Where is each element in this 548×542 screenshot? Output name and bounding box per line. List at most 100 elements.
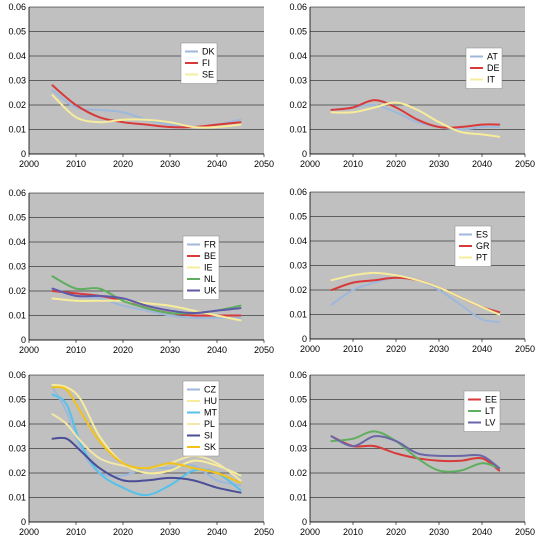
y-tick-label: 0 [302,517,307,527]
y-tick-label: 0.03 [8,444,26,454]
x-tick-label: 2000 [19,527,39,537]
y-tick-label: 0 [302,149,307,159]
y-tick-label: 0.06 [289,370,307,380]
y-tick-label: 0 [21,149,26,159]
y-tick-label: 0.05 [8,27,26,37]
legend-label-it: IT [487,75,496,85]
legend-label-dk: DK [202,47,215,57]
y-tick-label: 0.05 [289,212,307,222]
legend-label-lv: LV [485,418,495,428]
x-tick-label: 2010 [343,159,363,169]
x-tick-label: 2050 [254,159,274,169]
x-tick-label: 2020 [386,527,406,537]
legend [182,380,220,457]
x-tick-label: 2010 [66,159,86,169]
y-tick-label: 0.01 [289,310,307,320]
legend [182,235,220,300]
x-tick-label: 2010 [66,527,86,537]
x-tick-label: 2050 [515,159,535,169]
y-tick-label: 0.02 [8,100,26,110]
x-tick-label: 2000 [300,344,320,354]
y-tick-label: 0.04 [8,237,26,247]
x-tick-label: 2040 [472,159,492,169]
x-tick-label: 2050 [515,344,535,354]
series-line-uk [51,287,242,315]
y-tick-label: 0.04 [289,419,307,429]
y-tick-label: 0.05 [289,27,307,37]
x-tick-label: 2040 [207,345,227,355]
legend-label-nl: NL [204,274,216,284]
series-line-se [51,94,242,129]
y-tick-label: 0.02 [8,286,26,296]
x-tick-label: 2030 [429,527,449,537]
y-tick-label: 0.04 [8,51,26,61]
legend-label-uk: UK [204,286,217,296]
y-tick-label: 0.01 [289,493,307,503]
legend-label-be: BE [204,251,216,261]
y-tick-label: 0.03 [289,76,307,86]
legend-label-hu: HU [204,396,217,406]
y-tick-label: 0 [21,335,26,345]
y-tick-label: 0.03 [289,444,307,454]
y-tick-label: 0.01 [289,125,307,135]
legend-label-se: SE [202,70,214,80]
legend-label-es: ES [476,230,488,240]
legend-label-ee: EE [485,395,497,405]
chart-panel-2: 0 0.01 0.02 0.03 0.04 0.05 0.06 2000 2010 2020 203… [289,2,535,169]
series-line-lt [330,430,501,473]
x-tick-label: 2000 [19,345,39,355]
legend-label-si: SI [204,431,213,441]
y-tick-label: 0.01 [8,311,26,321]
x-tick-label: 2040 [472,344,492,354]
x-tick-label: 2010 [343,344,363,354]
y-tick-label: 0.02 [289,100,307,110]
y-tick-label: 0.05 [8,395,26,405]
x-tick-label: 2020 [113,159,133,169]
x-tick-label: 2040 [472,527,492,537]
x-tick-label: 2040 [207,159,227,169]
y-tick-label: 0.05 [289,395,307,405]
legend-label-mt: MT [204,408,217,418]
y-tick-label: 0 [302,334,307,344]
legend-label-pt: PT [476,253,488,263]
y-tick-label: 0.06 [8,188,26,198]
x-tick-label: 2050 [254,527,274,537]
series-line-ie [51,297,242,322]
y-tick-label: 0.06 [8,2,26,12]
series-line-pt [330,271,501,316]
legend-label-gr: GR [476,241,490,251]
x-tick-label: 2030 [160,159,180,169]
x-tick-label: 2000 [300,527,320,537]
y-tick-label: 0.04 [8,419,26,429]
legend-label-de: DE [487,63,500,73]
series-line-at [330,103,501,131]
series-line-it [330,101,501,138]
series-line-cz [51,386,242,487]
x-tick-label: 2010 [66,345,86,355]
y-tick-label: 0.02 [289,468,307,478]
legend-label-fr: FR [204,240,216,250]
y-tick-label: 0.03 [8,262,26,272]
legend-label-pl: PL [204,419,215,429]
x-tick-label: 2000 [19,159,39,169]
x-tick-label: 2020 [113,345,133,355]
legend-label-ie: IE [204,263,213,273]
chart-panel-4: 0 0.01 0.02 0.03 0.04 0.05 0.06 2000 2010 2020 203… [289,187,535,354]
x-tick-label: 2020 [386,159,406,169]
y-tick-label: 0.06 [289,2,307,12]
chart-panel-5: 0 0.01 0.02 0.03 0.04 0.05 0.06 2000 2010 2020 203… [8,370,274,537]
x-tick-label: 2030 [429,344,449,354]
legend-label-fi: FI [202,58,210,68]
chart-panel-3: 0 0.01 0.02 0.03 0.04 0.05 0.06 2000 2010 2020 203… [8,188,274,355]
y-tick-label: 0.02 [289,285,307,295]
legend-label-lt: LT [485,406,495,416]
x-tick-label: 2010 [343,527,363,537]
legend-label-sk: SK [204,442,216,452]
y-tick-label: 0 [21,517,26,527]
legend-label-at: AT [487,52,498,62]
series-line-hu [51,383,242,477]
x-tick-label: 2020 [386,344,406,354]
y-tick-label: 0.04 [289,236,307,246]
series-line-si [51,436,242,494]
